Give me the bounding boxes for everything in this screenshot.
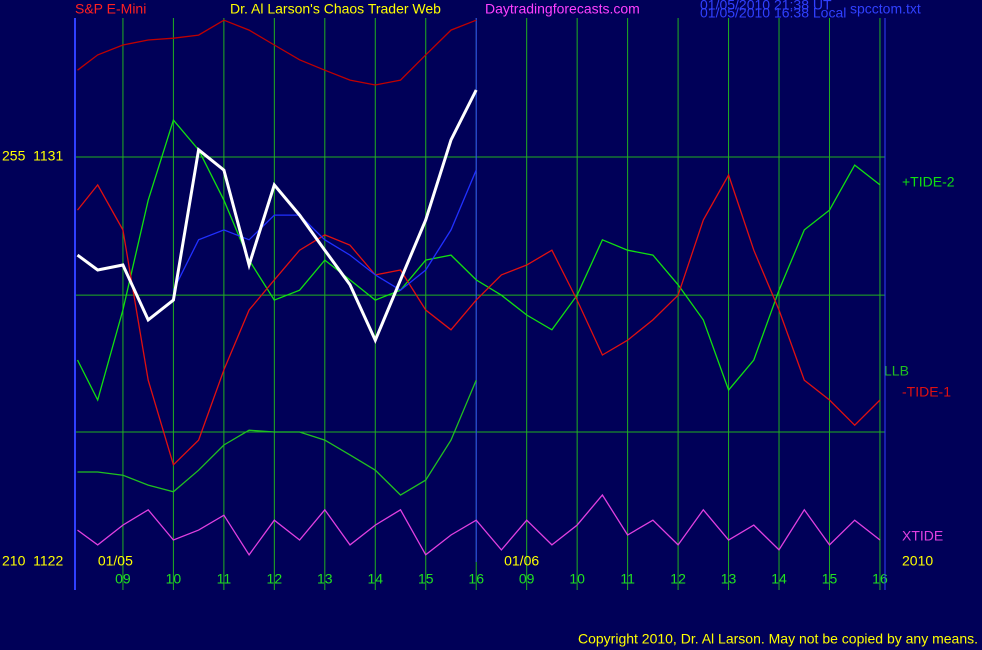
file-label: spcctom.txt xyxy=(850,1,921,17)
x-tick-label: 16 xyxy=(872,571,888,587)
market-label: S&P E-Mini xyxy=(75,1,146,17)
x-tick-label: 10 xyxy=(166,571,182,587)
x-tick-label: 09 xyxy=(115,571,131,587)
y-tick-label: 210 1122 xyxy=(2,553,63,569)
x-tick-label: 09 xyxy=(519,571,535,587)
legend-label: +TIDE-2 xyxy=(902,174,955,190)
site-label: Daytradingforecasts.com xyxy=(485,1,640,17)
legend-label: -TIDE-1 xyxy=(902,384,951,400)
x-tick-label: 11 xyxy=(217,571,232,587)
x-tick-label: 13 xyxy=(317,571,333,587)
legend-label: LLB xyxy=(884,363,909,379)
series-line xyxy=(172,169,477,291)
series-line xyxy=(76,118,881,402)
timestamp: 01/05/2010 16:38 Local xyxy=(700,5,846,21)
series-line xyxy=(77,19,477,86)
x-tick-label: 14 xyxy=(367,571,383,587)
x-tick-label: 15 xyxy=(418,571,434,587)
year-label: 2010 xyxy=(902,553,933,569)
copyright: Copyright 2010, Dr. Al Larson. May not b… xyxy=(578,631,978,647)
x-tick-label: 12 xyxy=(267,571,283,587)
timestamp: 01/05/2010 21:38 UT xyxy=(700,0,832,13)
x-tick-label: 15 xyxy=(822,571,838,587)
x-tick-label: 16 xyxy=(468,571,484,587)
x-tick-label: 12 xyxy=(670,571,686,587)
day-label: 01/05 xyxy=(98,553,133,569)
series-line xyxy=(77,493,881,556)
day-label: 01/06 xyxy=(504,553,539,569)
series-line xyxy=(76,89,478,344)
x-tick-label: 13 xyxy=(721,571,737,587)
chart-title: Dr. Al Larson's Chaos Trader Web xyxy=(230,1,441,17)
legend-label: XTIDE xyxy=(902,528,943,544)
x-tick-label: 11 xyxy=(620,571,635,587)
y-tick-label: 255 1131 xyxy=(2,148,63,164)
x-tick-label: 14 xyxy=(771,571,787,587)
series-line xyxy=(77,379,477,496)
x-tick-label: 10 xyxy=(569,571,585,587)
series-line xyxy=(76,173,881,467)
